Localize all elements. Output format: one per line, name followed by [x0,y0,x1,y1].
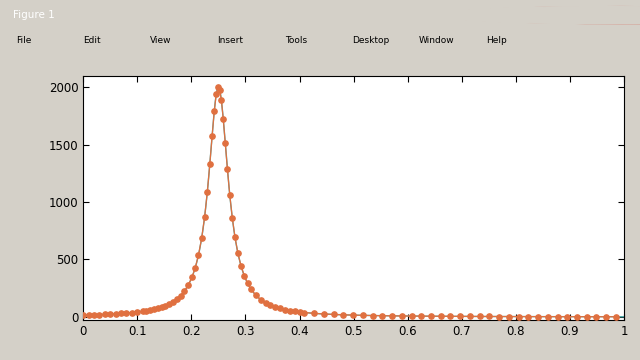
Text: Edit: Edit [83,36,101,45]
Text: Desktop: Desktop [352,36,389,45]
Circle shape [442,6,640,24]
Text: Insert: Insert [218,36,244,45]
Circle shape [416,6,640,24]
Circle shape [429,6,640,24]
Text: Figure 1: Figure 1 [13,10,54,20]
Text: File: File [16,36,31,45]
Text: Tools: Tools [285,36,307,45]
Text: Help: Help [486,36,507,45]
Text: View: View [150,36,172,45]
Text: Window: Window [419,36,455,45]
